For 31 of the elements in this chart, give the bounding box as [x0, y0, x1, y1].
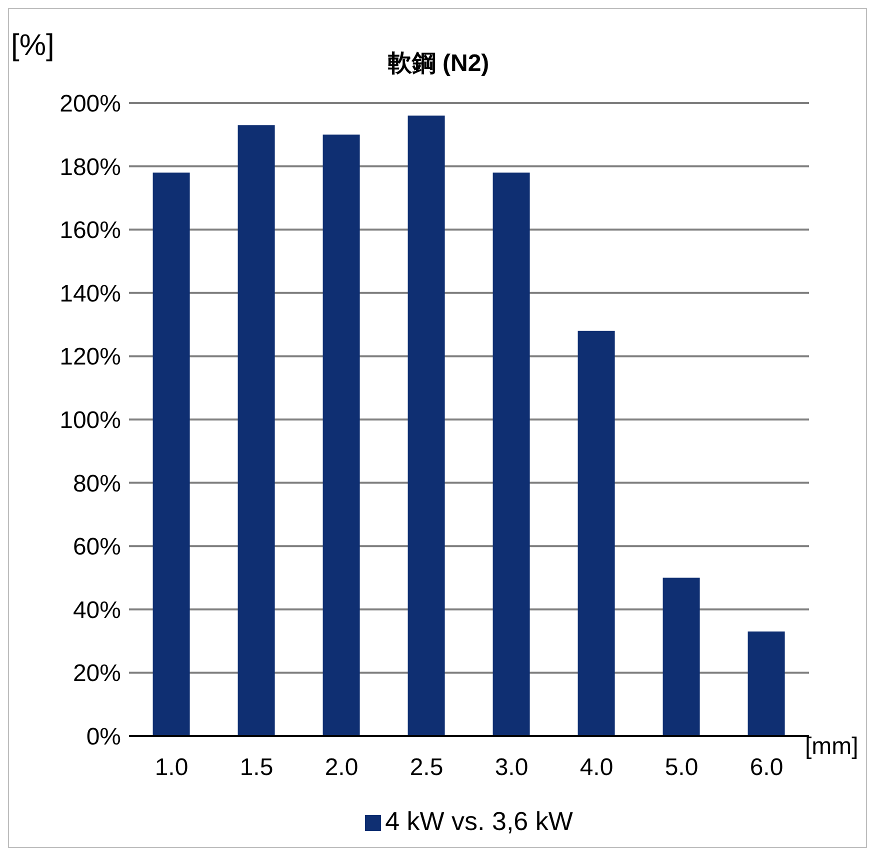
y-tick-label: 200%: [60, 90, 121, 118]
bar: [578, 330, 615, 736]
x-tick-label: 1.5: [240, 754, 274, 782]
chart-title: 軟鋼 (N2): [388, 50, 490, 77]
y-tick-label: 20%: [72, 660, 121, 688]
legend-label: 4 kW vs. 3,6 kW: [385, 806, 573, 836]
x-tick-label: 3.0: [494, 754, 528, 782]
y-tick-label: 0%: [86, 724, 121, 751]
x-tick-label: 4.0: [580, 754, 614, 782]
y-tick-label: 80%: [72, 470, 121, 498]
x-tick-label: 2.0: [324, 754, 358, 782]
y-tick-label: 180%: [60, 154, 121, 181]
x-tick-label: 5.0: [664, 754, 698, 782]
bar: [238, 125, 275, 736]
bar: [322, 134, 360, 736]
y-tick-label: 160%: [60, 217, 121, 244]
bar: [748, 632, 785, 736]
y-tick-label: 100%: [60, 407, 121, 434]
x-tick-label: 6.0: [750, 754, 784, 782]
bar: [662, 578, 700, 736]
x-axis-title: [mm]: [805, 733, 858, 761]
y-tick-label: 120%: [60, 344, 121, 371]
bar: [152, 172, 190, 736]
y-tick-label: 40%: [72, 596, 121, 624]
x-tick-label: 2.5: [410, 754, 444, 782]
bar: [408, 116, 445, 736]
y-axis-title: [%]: [11, 29, 54, 63]
x-tick-label: 1.0: [154, 754, 188, 782]
y-tick-label: 60%: [72, 534, 121, 561]
bar: [492, 172, 530, 736]
y-tick-label: 140%: [60, 280, 121, 308]
